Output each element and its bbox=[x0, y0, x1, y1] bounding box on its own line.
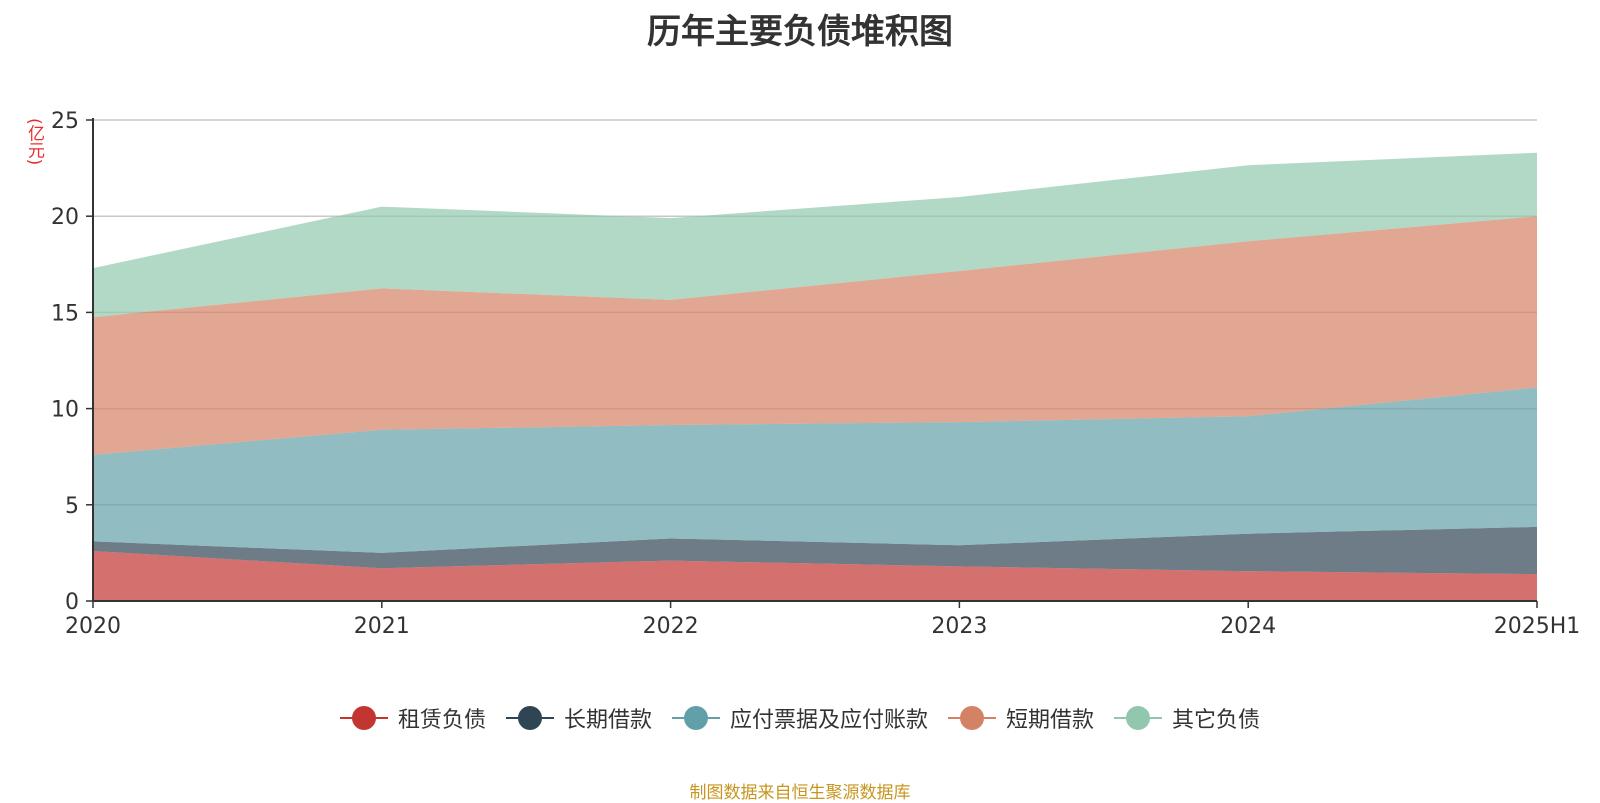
x-tick-label: 2024 bbox=[1220, 614, 1276, 639]
y-tick-label: 10 bbox=[51, 398, 79, 423]
stacked-area-chart: 0 5 10 15 20 25 2020 2021 2022 2023 2024 2025H1 bbox=[51, 109, 1580, 639]
chart-title: 历年主要负债堆积图 bbox=[647, 12, 953, 52]
legend-marker-icon bbox=[1114, 706, 1163, 730]
x-tick-label: 2025H1 bbox=[1494, 614, 1581, 639]
legend-item[interactable]: 其它负债 bbox=[1114, 702, 1260, 734]
axes: 0 5 10 15 20 25 2020 2021 2022 2023 2024 2025H1 bbox=[51, 109, 1580, 639]
x-tick-label: 2022 bbox=[643, 614, 699, 639]
area-短期借款[interactable] bbox=[93, 216, 1537, 455]
area-其它负债[interactable] bbox=[93, 152, 1537, 318]
legend-item[interactable]: 短期借款 bbox=[948, 702, 1094, 734]
area-租赁负债[interactable] bbox=[93, 551, 1537, 601]
legend: 租赁负债 长期借款 应付票据及应付账款 短期借款 其它负债 bbox=[0, 702, 1600, 734]
x-tick-label: 2021 bbox=[354, 614, 410, 639]
legend-marker-icon bbox=[671, 706, 720, 730]
y-tick-label: 5 bbox=[65, 494, 79, 519]
y-tick-label: 25 bbox=[51, 109, 79, 134]
legend-label: 租赁负债 bbox=[397, 708, 486, 733]
area-应付票据及应付账款[interactable] bbox=[93, 387, 1537, 553]
x-tick-label: 2020 bbox=[65, 614, 121, 639]
legend-marker-icon bbox=[505, 706, 554, 730]
y-tick-label: 20 bbox=[51, 205, 79, 230]
y-tick-label: 0 bbox=[65, 590, 79, 615]
y-tick-label: 15 bbox=[51, 301, 79, 326]
legend-item[interactable]: 应付票据及应付账款 bbox=[671, 702, 928, 734]
legend-marker-icon bbox=[948, 706, 996, 730]
legend-marker-icon bbox=[339, 706, 388, 730]
legend-label: 其它负债 bbox=[1172, 708, 1261, 733]
legend-label: 短期借款 bbox=[1006, 708, 1095, 733]
x-tick-label: 2023 bbox=[931, 614, 987, 639]
data-source-note: 制图数据来自恒生聚源数据库 bbox=[689, 783, 911, 803]
legend-item[interactable]: 长期借款 bbox=[505, 702, 652, 734]
series-areas bbox=[93, 152, 1537, 601]
legend-label: 长期借款 bbox=[563, 708, 652, 733]
y-axis-unit-label: (亿元) bbox=[24, 118, 44, 166]
legend-item[interactable]: 租赁负债 bbox=[339, 702, 486, 734]
legend-label: 应付票据及应付账款 bbox=[729, 708, 928, 733]
area-长期借款[interactable] bbox=[93, 526, 1537, 575]
